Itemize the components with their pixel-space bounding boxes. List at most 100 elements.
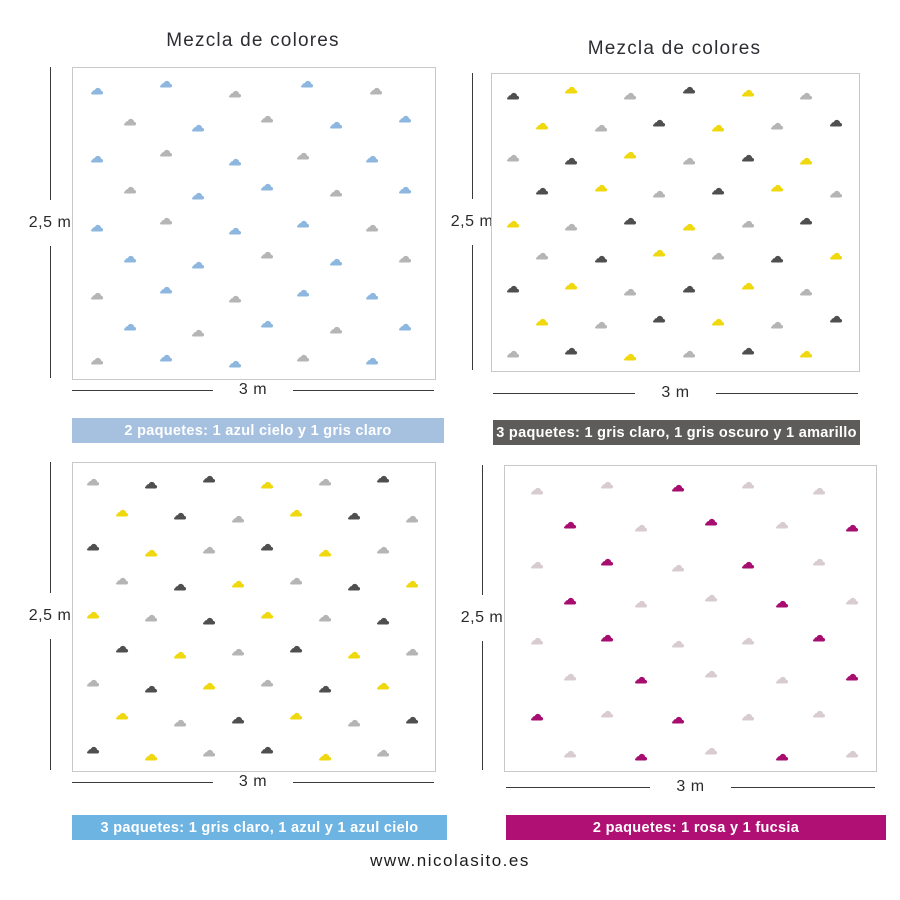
cloud-icon bbox=[192, 124, 205, 132]
cloud-icon bbox=[564, 674, 577, 681]
cloud-icon bbox=[775, 601, 788, 608]
cloud-icon bbox=[159, 286, 172, 294]
cloud-icon bbox=[91, 87, 104, 95]
cloud-icon bbox=[297, 354, 310, 362]
cloud-icon bbox=[330, 190, 343, 197]
cloud-icon bbox=[290, 510, 303, 517]
cloud-icon bbox=[506, 92, 519, 100]
cloud-icon bbox=[91, 358, 104, 365]
cloud-icon bbox=[116, 510, 129, 517]
cloud-icon bbox=[671, 564, 685, 572]
width-dimension: 3 m bbox=[506, 777, 876, 797]
dimension-line bbox=[49, 462, 51, 593]
cloud-icon bbox=[770, 184, 784, 192]
cloud-icon bbox=[829, 315, 842, 323]
cloud-icon bbox=[203, 682, 216, 690]
dimension-line bbox=[471, 73, 473, 199]
cloud-icon bbox=[261, 183, 274, 191]
cloud-icon bbox=[174, 583, 187, 591]
cloud-icon bbox=[398, 187, 411, 194]
cloud-icon bbox=[634, 601, 647, 608]
cloud-icon bbox=[348, 651, 361, 659]
width-label: 3 m bbox=[661, 384, 690, 401]
cloud-icon bbox=[846, 674, 859, 681]
cloud-icon bbox=[705, 747, 718, 755]
cloud-icon bbox=[91, 155, 104, 163]
caption-bar: 3 paquetes: 1 gris claro, 1 azul y 1 azu… bbox=[72, 815, 447, 840]
cloud-icon bbox=[775, 677, 788, 684]
cloud-icon bbox=[800, 158, 813, 165]
cloud-icon bbox=[159, 149, 172, 157]
dimension-line bbox=[293, 389, 435, 391]
cloud-icon bbox=[319, 685, 332, 693]
cloud-icon bbox=[742, 482, 755, 489]
cloud-icon bbox=[812, 634, 826, 642]
height-dimension: 2,5 m bbox=[460, 465, 504, 770]
cloud-icon bbox=[682, 285, 695, 293]
dimension-line bbox=[471, 244, 473, 370]
pattern-swatch bbox=[72, 67, 436, 380]
cloud-icon bbox=[800, 92, 813, 100]
cloud-icon bbox=[297, 289, 310, 297]
cloud-icon bbox=[705, 518, 718, 526]
cloud-icon bbox=[506, 155, 519, 162]
cloud-icon bbox=[290, 577, 303, 585]
cloud-icon bbox=[594, 125, 607, 132]
cloud-icon bbox=[159, 81, 172, 88]
cloud-icon bbox=[712, 187, 725, 195]
cloud-icon bbox=[366, 155, 379, 163]
cloud-icon bbox=[741, 220, 754, 228]
dimension-line bbox=[493, 392, 636, 394]
cloud-icon bbox=[174, 651, 187, 659]
cloud-icon bbox=[330, 121, 343, 129]
cloud-icon bbox=[564, 521, 577, 529]
cloud-icon bbox=[123, 255, 136, 263]
cloud-icon bbox=[232, 580, 245, 588]
cloud-icon bbox=[406, 580, 419, 588]
dimension-line bbox=[715, 392, 859, 394]
dimension-line bbox=[49, 67, 51, 200]
cloud-icon bbox=[232, 516, 245, 523]
cloud-icon bbox=[261, 320, 274, 328]
cloud-icon bbox=[398, 115, 411, 123]
cloud-icon bbox=[192, 193, 205, 200]
dimension-line bbox=[49, 639, 51, 770]
cloud-icon bbox=[348, 583, 361, 591]
cloud-icon bbox=[377, 476, 390, 483]
cloud-icon bbox=[770, 122, 784, 130]
cloud-icon bbox=[770, 256, 784, 263]
cloud-icon bbox=[812, 488, 826, 495]
cloud-icon bbox=[398, 323, 411, 331]
cloud-icon bbox=[159, 354, 172, 362]
cloud-icon bbox=[536, 187, 549, 195]
cloud-icon bbox=[594, 321, 607, 328]
cloud-icon bbox=[377, 547, 390, 554]
cloud-icon bbox=[91, 292, 104, 300]
cloud-icon bbox=[712, 318, 725, 326]
cloud-icon bbox=[846, 524, 859, 532]
cloud-icon bbox=[742, 713, 755, 721]
width-dimension: 3 m bbox=[72, 380, 435, 400]
cloud-icon bbox=[846, 597, 859, 605]
cloud-icon bbox=[536, 253, 549, 260]
cloud-icon bbox=[232, 648, 245, 656]
cloud-icon bbox=[123, 118, 136, 126]
cloud-icon bbox=[116, 645, 129, 653]
dimension-line bbox=[481, 465, 483, 595]
cloud-icon bbox=[536, 318, 549, 326]
cloud-icon bbox=[232, 716, 245, 724]
cloud-icon bbox=[228, 295, 241, 303]
cloud-icon bbox=[145, 685, 158, 693]
cloud-icon bbox=[601, 482, 614, 489]
cloud-icon bbox=[565, 158, 578, 165]
cloud-icon bbox=[624, 92, 637, 100]
cloud-icon bbox=[671, 485, 685, 492]
cloud-icon bbox=[601, 634, 614, 642]
cloud-icon bbox=[530, 637, 544, 645]
height-label: 2,5 m bbox=[28, 213, 72, 231]
cloud-icon bbox=[203, 617, 216, 625]
cloud-icon bbox=[712, 253, 725, 260]
website-url: www.nicolasito.es bbox=[370, 851, 530, 870]
panel-title: Mezcla de colores bbox=[587, 37, 762, 59]
cloud-icon bbox=[705, 594, 718, 602]
